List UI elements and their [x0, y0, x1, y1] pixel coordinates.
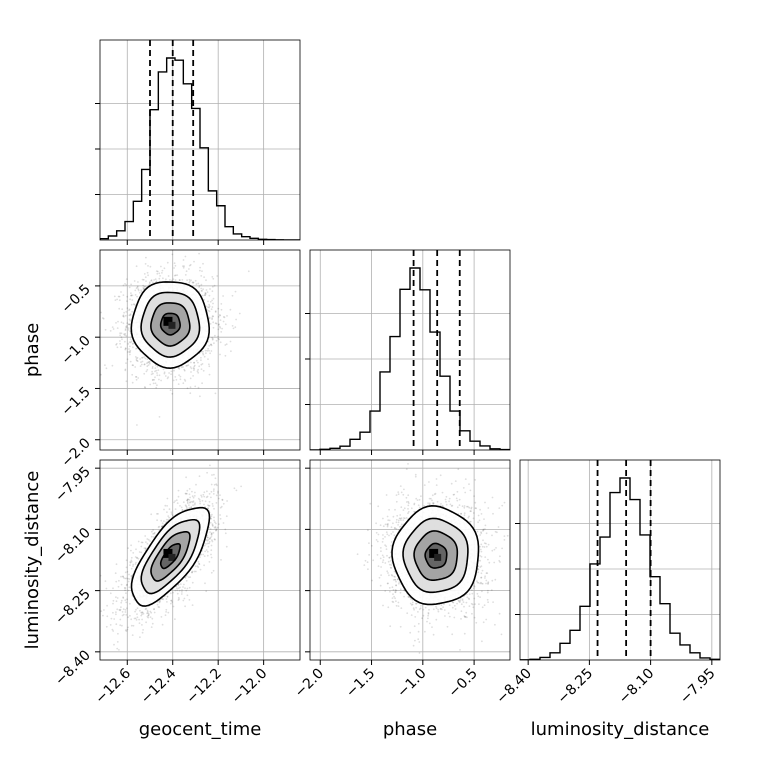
x-tick-label-luminosity_distance: −8.25: [555, 666, 597, 708]
x-tick-label-phase: −1.5: [343, 666, 378, 701]
scatter-geocent_time-phase-frame: [99, 249, 301, 451]
x-tick-label-geocent_time: −12.0: [229, 666, 271, 708]
hist-geocent_time-frame: [99, 39, 301, 241]
hist-panel-geocent_time: [95, 39, 301, 241]
scatter-geocent_time-luminosity_distance-frame: [99, 459, 301, 661]
histogram-phase: [310, 267, 510, 450]
x-tick-label-luminosity_distance: −8.40: [493, 666, 535, 708]
x-axis-label-geocent_time: geocent_time: [139, 719, 262, 740]
contour-line: [159, 543, 182, 570]
x-axis-label-phase: phase: [383, 719, 437, 740]
hist-luminosity_distance-frame: [519, 459, 721, 661]
contour-line: [402, 517, 469, 594]
scatter-phase-luminosity_distance-frame: [309, 459, 511, 661]
density-peak: [163, 548, 173, 558]
x-tick-label-luminosity_distance: −7.95: [677, 666, 719, 708]
y-tick-label-luminosity_distance: −8.40: [52, 647, 94, 689]
y-tick-label-phase: −0.5: [58, 281, 93, 316]
contour-line: [150, 530, 191, 582]
hist-panel-luminosity_distance: [515, 459, 721, 661]
density-peak: [168, 553, 176, 561]
density-peak: [429, 548, 439, 558]
y-tick-label-luminosity_distance: −8.25: [52, 586, 94, 628]
histogram-luminosity_distance: [520, 477, 720, 660]
y-tick-label-luminosity_distance: −7.95: [52, 464, 94, 506]
contour-line: [159, 312, 181, 336]
contour-line: [424, 542, 448, 569]
y-axis-label-luminosity_distance: luminosity_distance: [22, 471, 43, 650]
hist-panel-phase: [305, 249, 511, 451]
contour-line: [130, 506, 211, 607]
contour-line: [150, 302, 191, 347]
contour-line: [140, 518, 201, 595]
scatter-panel-phase-luminosity_distance: [309, 459, 511, 661]
x-tick-label-geocent_time: −12.6: [92, 665, 134, 707]
scatter-panel-geocent_time-phase: [99, 249, 301, 451]
contour-line: [140, 291, 201, 358]
x-tick-label-phase: −2.0: [292, 666, 327, 701]
x-axis-label-luminosity_distance: luminosity_distance: [531, 719, 710, 740]
y-axis-label-phase: phase: [22, 323, 43, 377]
y-tick-label-phase: −1.5: [58, 384, 93, 419]
contour-line: [391, 505, 480, 606]
x-tick-label-luminosity_distance: −8.10: [616, 666, 658, 708]
x-tick-label-geocent_time: −12.4: [138, 665, 180, 707]
contour-line: [130, 281, 211, 369]
x-tick-label-phase: −1.0: [394, 666, 429, 701]
histogram-geocent_time: [100, 57, 300, 240]
y-tick-label-luminosity_distance: −8.10: [52, 525, 94, 567]
y-tick-label-phase: −2.0: [58, 435, 93, 470]
x-tick-label-phase: −0.5: [446, 666, 481, 701]
y-tick-label-phase: −1.0: [58, 333, 93, 368]
density-peak: [163, 316, 173, 326]
scatter-panel-geocent_time-luminosity_distance: [99, 459, 301, 661]
hist-phase-frame: [309, 249, 511, 451]
contour-line: [413, 530, 459, 581]
density-peak: [434, 553, 442, 561]
x-tick-label-geocent_time: −12.2: [183, 666, 225, 708]
density-peak: [168, 321, 176, 329]
